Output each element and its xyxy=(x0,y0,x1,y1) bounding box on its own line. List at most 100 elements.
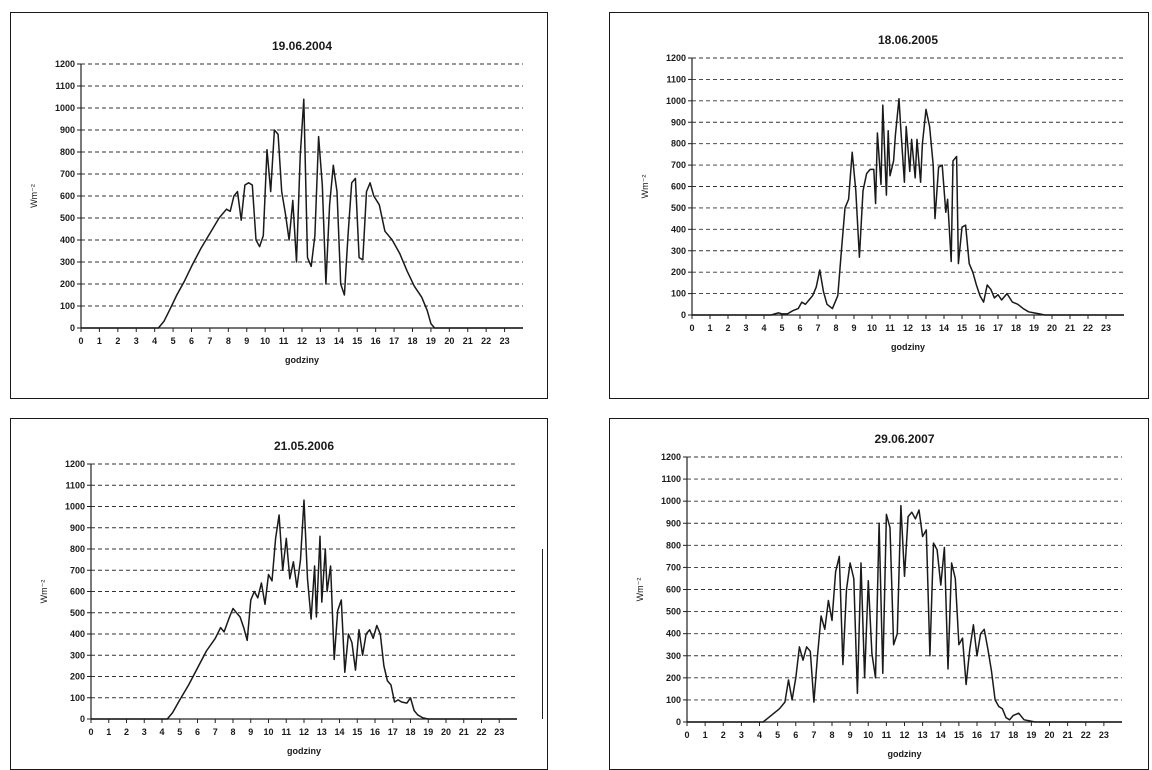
x-tick-label: 6 xyxy=(793,730,798,740)
y-tick-label: 1000 xyxy=(65,502,85,512)
y-tick-label: 200 xyxy=(70,672,85,682)
y-tick-label: 1000 xyxy=(666,96,686,106)
y-tick-label: 600 xyxy=(70,587,85,597)
y-tick-label: 900 xyxy=(671,117,686,127)
y-axis-label: Wm⁻² xyxy=(29,184,39,208)
line-chart-2004: 19.06.2004010020030040050060070080090010… xyxy=(29,39,523,365)
x-tick-label: 18 xyxy=(1011,323,1021,333)
y-tick-label: 700 xyxy=(666,562,681,572)
x-tick-label: 0 xyxy=(684,730,689,740)
series-line xyxy=(687,504,1122,723)
x-tick-label: 22 xyxy=(1081,730,1091,740)
x-tick-label: 21 xyxy=(463,336,473,346)
x-tick-label: 21 xyxy=(1063,730,1073,740)
y-tick-label: 800 xyxy=(70,544,85,554)
x-tick-label: 9 xyxy=(248,727,253,737)
x-tick-label: 16 xyxy=(370,727,380,737)
x-tick-label: 10 xyxy=(867,323,877,333)
y-tick-label: 400 xyxy=(666,629,681,639)
y-tick-label: 100 xyxy=(671,289,686,299)
x-tick-label: 18 xyxy=(407,336,417,346)
x-tick-label: 4 xyxy=(761,323,766,333)
y-tick-label: 800 xyxy=(666,540,681,550)
x-tick-label: 3 xyxy=(739,730,744,740)
x-tick-label: 20 xyxy=(1047,323,1057,333)
chart-panel-2004: 19.06.2004 0 100 200 300 400 500 600 700 800 900 10… xyxy=(10,12,548,399)
x-tick-label: 15 xyxy=(352,727,362,737)
y-tick-label: 700 xyxy=(70,565,85,575)
x-tick-label: 8 xyxy=(230,727,235,737)
y-tick-label: 200 xyxy=(666,673,681,683)
y-tick-label: 1200 xyxy=(65,459,85,469)
x-tick-label: 15 xyxy=(352,336,362,346)
x-tick-label: 15 xyxy=(954,730,964,740)
x-tick-label: 21 xyxy=(459,727,469,737)
y-tick-label: 600 xyxy=(60,191,75,201)
y-tick-label: 600 xyxy=(666,585,681,595)
series-line xyxy=(81,98,523,329)
chart-title: 29.06.2007 xyxy=(874,432,934,446)
x-tick-label: 8 xyxy=(226,336,231,346)
y-tick-label: 100 xyxy=(60,301,75,311)
chart-panel-2005: 18.06.2005 0 100 200 300 400 500 600 700 800 900 10… xyxy=(609,12,1149,399)
y-axis-label: Wm⁻² xyxy=(640,175,650,199)
y-tick-label: 500 xyxy=(666,607,681,617)
y-tick-label: 1200 xyxy=(661,452,681,462)
x-tick-label: 12 xyxy=(899,730,909,740)
y-tick-label: 300 xyxy=(671,246,686,256)
chart-panel-2006: 21.05.2006 0 100 200 300 400 500 600 700 800 900 10… xyxy=(10,418,548,770)
x-tick-label: 12 xyxy=(903,323,913,333)
x-tick-label: 3 xyxy=(743,323,748,333)
x-tick-label: 7 xyxy=(207,336,212,346)
chart-title: 19.06.2004 xyxy=(272,39,332,53)
y-tick-label: 400 xyxy=(70,629,85,639)
x-tick-label: 5 xyxy=(775,730,780,740)
x-tick-label: 23 xyxy=(494,727,504,737)
vertical-rule xyxy=(542,549,544,719)
x-tick-label: 16 xyxy=(371,336,381,346)
x-tick-label: 23 xyxy=(500,336,510,346)
y-tick-label: 500 xyxy=(70,608,85,618)
x-tick-label: 6 xyxy=(797,323,802,333)
y-tick-label: 900 xyxy=(666,518,681,528)
y-tick-label: 800 xyxy=(671,139,686,149)
x-tick-label: 18 xyxy=(405,727,415,737)
y-tick-label: 0 xyxy=(681,310,686,320)
chart-title: 21.05.2006 xyxy=(274,439,334,453)
x-tick-label: 5 xyxy=(779,323,784,333)
y-tick-label: 100 xyxy=(70,693,85,703)
x-tick-label: 17 xyxy=(389,336,399,346)
x-tick-label: 2 xyxy=(124,727,129,737)
y-tick-label: 0 xyxy=(80,714,85,724)
x-tick-label: 23 xyxy=(1101,323,1111,333)
x-tick-label: 20 xyxy=(444,336,454,346)
line-chart-2005: 18.06.2005010020030040050060070080090010… xyxy=(640,33,1124,352)
x-axis-label: godziny xyxy=(285,355,319,365)
chart-panel-2007: 29.06.2007 0 100 200 300 400 500 600 700 800 900 10… xyxy=(609,418,1149,770)
x-tick-label: 14 xyxy=(334,727,344,737)
x-tick-label: 12 xyxy=(299,727,309,737)
x-tick-label: 13 xyxy=(918,730,928,740)
y-tick-label: 400 xyxy=(60,235,75,245)
x-axis-label: godziny xyxy=(891,342,925,352)
y-tick-label: 0 xyxy=(70,323,75,333)
x-tick-label: 13 xyxy=(921,323,931,333)
y-tick-label: 300 xyxy=(60,257,75,267)
x-axis-label: godziny xyxy=(888,749,922,759)
x-tick-label: 18 xyxy=(1008,730,1018,740)
x-tick-label: 19 xyxy=(426,336,436,346)
x-tick-label: 10 xyxy=(863,730,873,740)
x-tick-label: 22 xyxy=(476,727,486,737)
x-tick-label: 9 xyxy=(851,323,856,333)
y-tick-label: 500 xyxy=(671,203,686,213)
x-tick-label: 3 xyxy=(142,727,147,737)
y-tick-label: 1100 xyxy=(666,74,686,84)
x-tick-label: 15 xyxy=(957,323,967,333)
y-tick-label: 300 xyxy=(70,650,85,660)
x-tick-label: 16 xyxy=(972,730,982,740)
x-tick-label: 9 xyxy=(848,730,853,740)
x-tick-label: 14 xyxy=(936,730,946,740)
x-axis-label: godziny xyxy=(287,746,321,756)
x-tick-label: 20 xyxy=(1044,730,1054,740)
series-line xyxy=(91,499,517,720)
